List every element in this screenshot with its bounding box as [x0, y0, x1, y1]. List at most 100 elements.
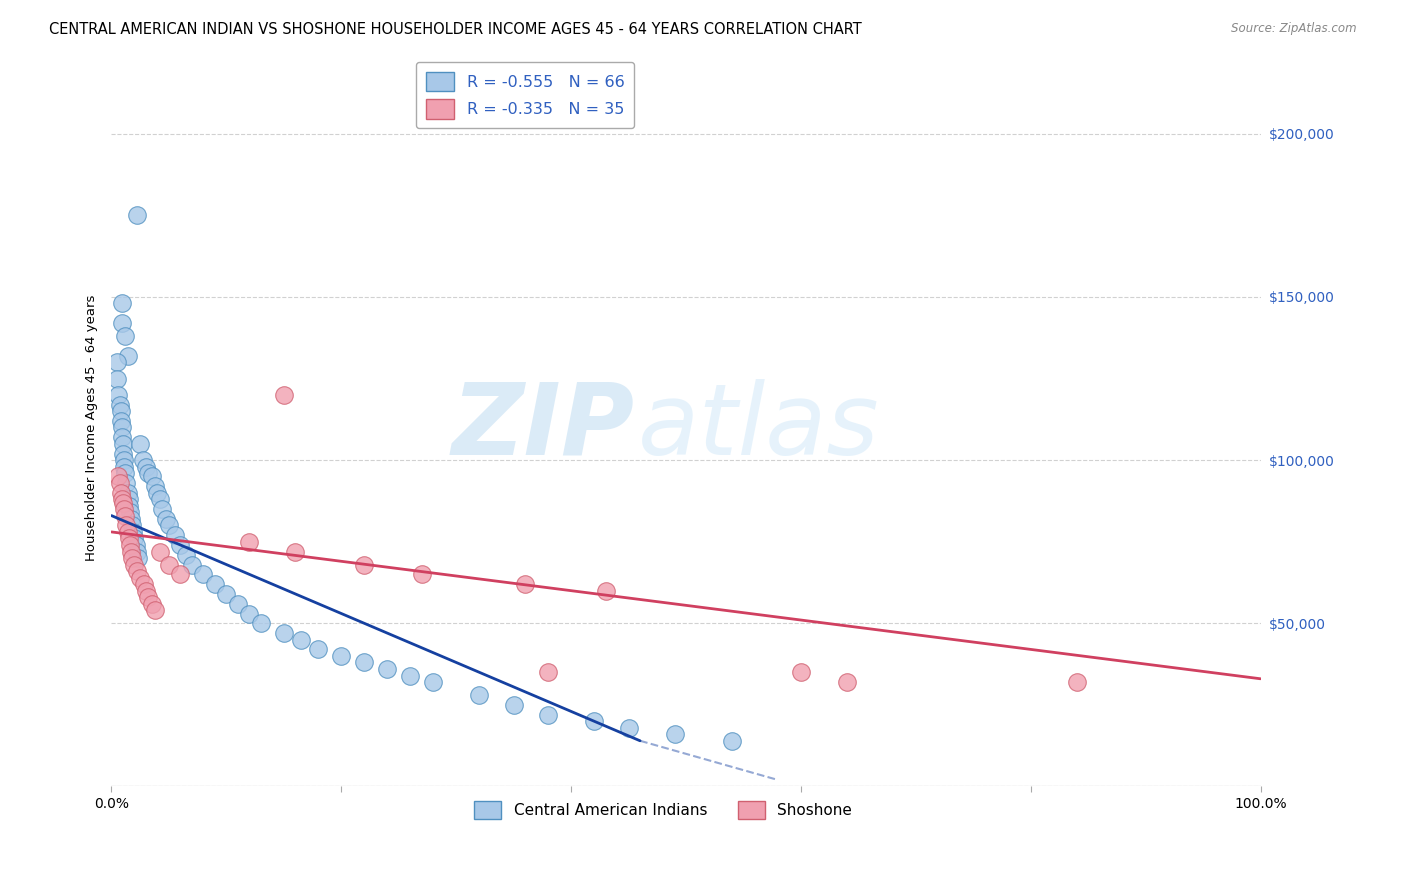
Point [250, 616, 273, 631]
Point [117, 485, 139, 500]
Point [108, 398, 131, 412]
Point [129, 437, 152, 451]
Point [307, 642, 329, 657]
Point [163, 528, 186, 542]
Point [115, 475, 138, 490]
Point [125, 208, 148, 222]
Point [157, 558, 180, 572]
Point [114, 329, 136, 343]
Point [115, 518, 138, 533]
Text: atlas: atlas [638, 379, 879, 476]
Point [136, 466, 159, 480]
Point [238, 607, 260, 621]
Point [141, 469, 163, 483]
Point [111, 447, 134, 461]
Text: Source: ZipAtlas.com: Source: ZipAtlas.com [1232, 22, 1357, 36]
Point [290, 632, 312, 647]
Point [107, 388, 129, 402]
Point [169, 567, 191, 582]
Point [583, 714, 606, 729]
Point [157, 518, 180, 533]
Point [132, 577, 155, 591]
Point [143, 479, 166, 493]
Point [204, 577, 226, 591]
Point [411, 567, 433, 582]
Point [120, 544, 142, 558]
Point [111, 492, 134, 507]
Point [135, 583, 157, 598]
Text: CENTRAL AMERICAN INDIAN VS SHOSHONE HOUSEHOLDER INCOME AGES 45 - 64 YEARS CORREL: CENTRAL AMERICAN INDIAN VS SHOSHONE HOUS… [49, 22, 862, 37]
Point [226, 597, 249, 611]
Point [468, 688, 491, 702]
Point [617, 721, 640, 735]
Point [125, 564, 148, 578]
Point [124, 558, 146, 572]
Point [124, 538, 146, 552]
Point [110, 485, 132, 500]
Point [111, 296, 134, 310]
Point [114, 508, 136, 523]
Point [537, 665, 560, 680]
Point [353, 558, 375, 572]
Point [127, 551, 149, 566]
Point [105, 371, 128, 385]
Point [149, 492, 172, 507]
Point [149, 544, 172, 558]
Point [284, 544, 307, 558]
Point [118, 499, 141, 513]
Point [111, 316, 134, 330]
Point [135, 459, 157, 474]
Point [117, 524, 139, 539]
Point [111, 430, 134, 444]
Point [108, 475, 131, 490]
Point [537, 707, 560, 722]
Text: ZIP: ZIP [451, 379, 634, 476]
Point [111, 495, 134, 509]
Point [122, 524, 145, 539]
Point [110, 404, 132, 418]
Point [117, 349, 139, 363]
Point [112, 502, 135, 516]
Point [121, 518, 143, 533]
Point [112, 459, 135, 474]
Point [502, 698, 524, 712]
Point [664, 727, 686, 741]
Point [238, 534, 260, 549]
Point [141, 597, 163, 611]
Point [595, 583, 617, 598]
Point [118, 492, 141, 507]
Point [1066, 675, 1088, 690]
Point [124, 532, 146, 546]
Point [125, 544, 148, 558]
Point [790, 665, 813, 680]
Point [193, 567, 215, 582]
Point [105, 355, 128, 369]
Point [422, 675, 444, 690]
Point [721, 733, 744, 747]
Point [215, 587, 238, 601]
Y-axis label: Householder Income Ages 45 - 64 years: Householder Income Ages 45 - 64 years [86, 294, 98, 561]
Point [131, 453, 153, 467]
Point [181, 558, 204, 572]
Point [112, 453, 135, 467]
Point [143, 603, 166, 617]
Point [174, 548, 197, 562]
Point [353, 656, 375, 670]
Point [169, 538, 191, 552]
Point [118, 505, 141, 519]
Point [120, 512, 142, 526]
Point [114, 466, 136, 480]
Point [273, 626, 295, 640]
Point [136, 591, 159, 605]
Point [273, 388, 295, 402]
Point [155, 512, 177, 526]
Point [515, 577, 537, 591]
Point [375, 662, 398, 676]
Point [121, 551, 143, 566]
Point [150, 502, 173, 516]
Legend: Central American Indians, Shoshone: Central American Indians, Shoshone [468, 795, 858, 825]
Point [835, 675, 858, 690]
Point [107, 469, 129, 483]
Point [111, 437, 134, 451]
Point [330, 648, 353, 663]
